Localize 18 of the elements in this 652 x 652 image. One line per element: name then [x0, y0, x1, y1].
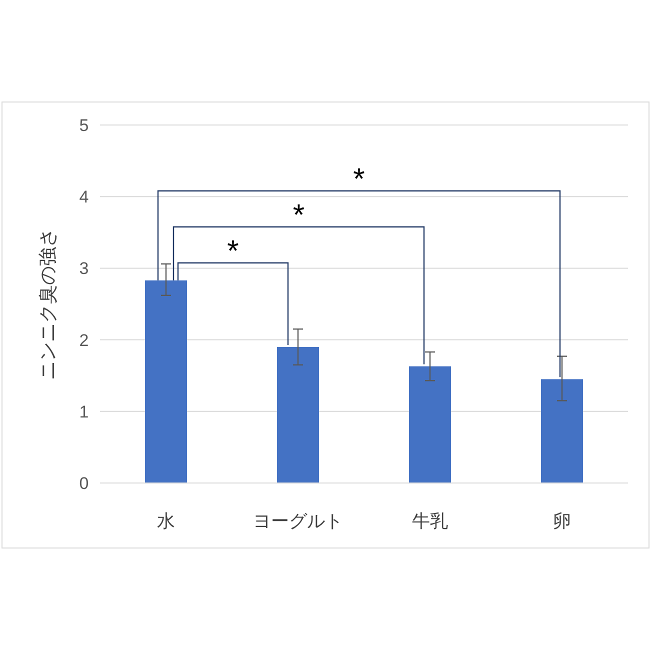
annotation: *	[292, 198, 305, 232]
bar	[409, 366, 451, 483]
bar	[145, 280, 187, 483]
x-tick-label: 牛乳	[412, 511, 448, 531]
x-tick-label: ヨーグルト	[253, 511, 343, 531]
y-tick-label: 0	[79, 474, 89, 493]
bar	[541, 379, 583, 483]
y-tick-label: 3	[79, 259, 89, 278]
y-tick-label: 4	[79, 188, 89, 207]
x-tick-label: 卵	[553, 511, 571, 531]
y-tick-label: 5	[79, 116, 89, 135]
y-axis-title: ニンニク臭の強さ	[38, 228, 59, 380]
annotation: *	[227, 234, 240, 268]
x-tick-label: 水	[157, 511, 175, 531]
annotation: *	[353, 162, 366, 196]
y-tick-label: 2	[79, 330, 89, 350]
bar	[277, 346, 319, 483]
y-tick-label: 1	[79, 402, 89, 422]
